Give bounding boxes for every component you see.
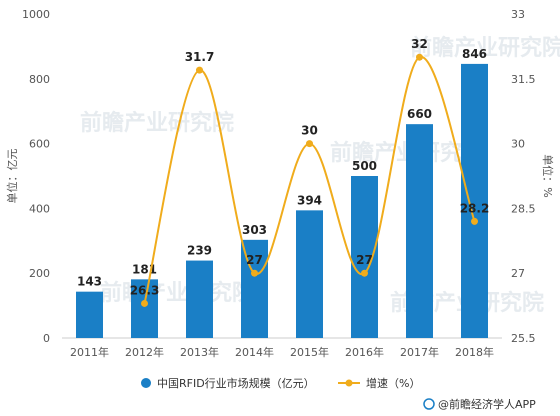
bar xyxy=(131,279,158,338)
line-value-label: 27 xyxy=(356,253,373,267)
x-tick-label: 2016年 xyxy=(345,345,384,359)
line-point xyxy=(471,217,478,225)
legend-bar-label: 中国RFID行业市场规模（亿元） xyxy=(157,376,315,390)
x-tick-label: 2015年 xyxy=(290,345,329,359)
left-tick-label: 800 xyxy=(29,73,50,86)
bar-value-label: 500 xyxy=(352,159,377,173)
legend-line-dot xyxy=(345,379,353,387)
x-tick-label: 2013年 xyxy=(180,345,219,359)
source-text: @前瞻经济学人APP xyxy=(438,397,536,411)
bar xyxy=(461,63,488,339)
bar xyxy=(351,176,378,338)
line-value-label: 27 xyxy=(246,253,263,267)
bar xyxy=(186,260,213,338)
right-tick-label: 30 xyxy=(511,138,525,151)
right-tick-label: 33 xyxy=(511,8,525,21)
left-tick-label: 1000 xyxy=(22,8,50,21)
line-point xyxy=(196,66,203,74)
watermark-text: 前瞻产业研究院 xyxy=(410,35,560,61)
left-axis-title: 单位：亿元 xyxy=(5,149,19,204)
right-tick-label: 31.5 xyxy=(511,73,536,86)
watermark-text: 前瞻产业研究院 xyxy=(100,280,254,306)
x-tick-label: 2012年 xyxy=(125,345,164,359)
left-axis: 0 200 400 600 800 1000 xyxy=(22,8,50,345)
legend: 中国RFID行业市场规模（亿元） 增速（%） xyxy=(141,376,420,390)
line-point xyxy=(251,269,258,277)
left-tick-label: 200 xyxy=(29,267,50,280)
bar-value-label: 303 xyxy=(242,223,267,237)
x-axis: 2011年 2012年 2013年 2014年 2015年 2016年 2017年 2018年 xyxy=(70,345,494,359)
source-logo-icon xyxy=(423,398,435,410)
bar-value-label: 143 xyxy=(77,275,102,289)
line-point xyxy=(306,140,313,148)
line-value-label: 26.3 xyxy=(130,283,160,297)
line-value-label: 32 xyxy=(411,37,428,51)
right-tick-label: 25.5 xyxy=(511,332,536,345)
bar-value-label: 846 xyxy=(462,47,487,61)
line-point xyxy=(416,53,423,61)
source-credit: @前瞻经济学人APP xyxy=(423,397,536,411)
left-tick-label: 600 xyxy=(29,138,50,151)
bar xyxy=(406,124,433,338)
right-axis: 25.5 27 28.5 30 31.5 33 xyxy=(511,8,536,345)
bar xyxy=(296,210,323,338)
line-value-label: 30 xyxy=(301,124,318,138)
x-tick-label: 2014年 xyxy=(235,345,274,359)
right-axis-title: 单位：% xyxy=(541,154,555,197)
bar-value-label: 394 xyxy=(297,193,322,207)
legend-line-label: 增速（%） xyxy=(366,376,420,390)
x-tick-label: 2011年 xyxy=(70,345,109,359)
line-value-label: 28.2 xyxy=(460,201,490,215)
x-tick-label: 2017年 xyxy=(400,345,439,359)
line-series: 26.3 31.7 27 30 27 32 28.2 xyxy=(130,37,490,307)
bar-value-label: 181 xyxy=(132,262,157,276)
line-point xyxy=(141,299,148,307)
right-tick-label: 27 xyxy=(511,267,525,280)
bar xyxy=(76,291,103,338)
right-tick-label: 28.5 xyxy=(511,202,536,215)
line-value-label: 31.7 xyxy=(185,50,215,64)
bar-value-label: 239 xyxy=(187,244,212,258)
x-tick-label: 2018年 xyxy=(455,345,494,359)
left-tick-label: 0 xyxy=(43,332,50,345)
left-tick-label: 400 xyxy=(29,202,50,215)
bar-value-label: 660 xyxy=(407,107,432,121)
bar-series: 143 181 239 303 394 500 660 846 xyxy=(76,47,488,339)
watermark-text: 前瞻产业研究院 xyxy=(80,110,234,136)
legend-bar-marker xyxy=(141,378,151,388)
line-point xyxy=(361,269,368,277)
